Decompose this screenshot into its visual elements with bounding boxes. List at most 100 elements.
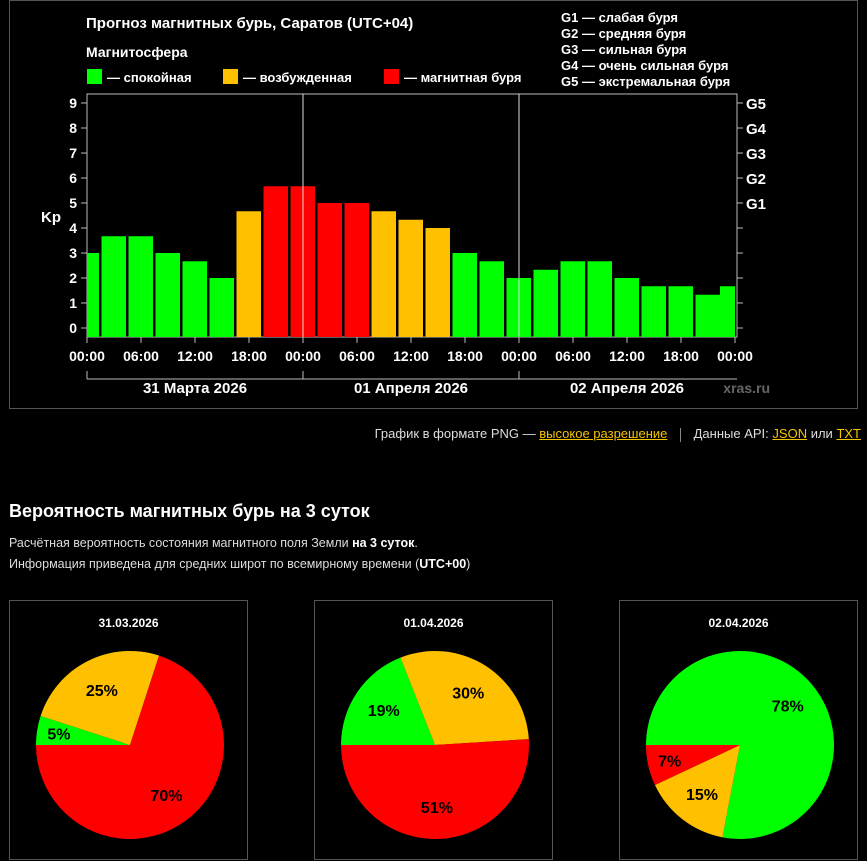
y-tick-label: 9 [69, 95, 77, 111]
pie-date: 02.04.2026 [708, 616, 769, 630]
legend-swatch [384, 69, 399, 84]
kp-bar [155, 253, 180, 337]
pie-slice-label: 30% [452, 686, 484, 703]
y-tick-label: 5 [69, 195, 77, 211]
g-scale-item: G3 — сильная буря [561, 42, 687, 57]
day-label: 31 Марта 2026 [143, 380, 247, 397]
y-tick-label: 6 [69, 170, 77, 186]
y-tick-label: 7 [69, 145, 77, 161]
y-tick-label: 4 [69, 220, 77, 236]
kp-bar [101, 236, 126, 337]
y-axis-label: Kp [41, 209, 61, 226]
description-line-1: Расчётная вероятность состояния магнитно… [9, 536, 418, 550]
pie-card-day-2: 01.04.2026 19% 30% 51% [314, 600, 553, 860]
kp-bar [236, 211, 261, 337]
kp-bar [425, 228, 450, 337]
pie-chart: 19% 30% 51% [341, 651, 529, 839]
pie-slice [341, 657, 435, 745]
divider [680, 427, 681, 442]
kp-bar [533, 269, 558, 337]
kp-bar [209, 278, 234, 337]
x-tick-label: 06:00 [555, 348, 591, 364]
kp-bar [263, 186, 288, 337]
desc1-bold: на 3 суток [352, 536, 415, 550]
pie-slice [40, 651, 160, 745]
kp-bar [695, 294, 720, 337]
x-tick-label: 12:00 [177, 348, 213, 364]
y-tick-label: 1 [69, 295, 77, 311]
pie-slice [654, 745, 740, 838]
txt-link[interactable]: TXT [836, 426, 861, 441]
pie-slice-label: 19% [368, 703, 400, 720]
legend-label: — возбужденная [243, 70, 352, 85]
y-tick-label: 3 [69, 245, 77, 261]
pie-chart: 78% 15% 7% [646, 651, 834, 839]
kp-bar [128, 236, 153, 337]
y-tick-label: 2 [69, 270, 77, 286]
x-tick-label: 06:00 [339, 348, 375, 364]
desc1-suffix: . [414, 536, 418, 550]
x-tick-label: 12:00 [609, 348, 645, 364]
pie-chart: 5% 25% 70% [35, 651, 224, 839]
kp-bar [344, 203, 369, 337]
pie-slice-label: 25% [86, 683, 118, 700]
pie-slice [400, 651, 529, 745]
pie-date: 01.04.2026 [403, 616, 464, 630]
day-label: 02 Апреля 2026 [570, 380, 684, 397]
x-tick-label: 00:00 [717, 348, 753, 364]
g-scale-item: G4 — очень сильная буря [561, 58, 728, 73]
kp-bar [720, 286, 735, 337]
x-tick-label: 00:00 [501, 348, 537, 364]
pie-card-day-1: 31.03.2026 5% 25% 70% [9, 600, 248, 860]
day-label: 01 Апреля 2026 [354, 380, 468, 397]
pie-slice-label: 7% [658, 754, 681, 771]
x-tick-label: 18:00 [663, 348, 699, 364]
pie-card-day-3: 02.04.2026 78% 15% 7% [619, 600, 858, 860]
watermark: xras.ru [723, 380, 770, 396]
description-line-2: Информация приведена для средних широт п… [9, 557, 470, 571]
desc1-prefix: Расчётная вероятность состояния магнитно… [9, 536, 349, 550]
pie-slice [646, 745, 740, 786]
pie-slice-label: 5% [47, 727, 70, 744]
download-links: График в формате PNG — высокое разрешени… [375, 426, 861, 442]
api-prefix: Данные API: [693, 426, 769, 441]
g-level-label: G2 [746, 171, 766, 188]
g-scale-item: G5 — экстремальная буря [561, 74, 730, 89]
g-level-label: G1 [746, 196, 766, 213]
legend-title: Магнитосфера [86, 44, 188, 60]
kp-bar [641, 286, 666, 337]
desc2-prefix: Информация приведена для средних широт п… [9, 557, 420, 571]
g-scale-item: G2 — средняя буря [561, 26, 686, 41]
legend-swatch [87, 69, 102, 84]
pie-slice [36, 715, 130, 745]
kp-bar [614, 278, 639, 337]
pie-slice-label: 70% [150, 788, 182, 805]
legend-swatch [223, 69, 238, 84]
png-prefix: График в формате PNG — [374, 426, 536, 441]
or-text: или [810, 426, 833, 441]
x-tick-label: 00:00 [285, 348, 321, 364]
chart-title: Прогноз магнитных бурь, Саратов (UTC+04) [86, 15, 413, 32]
kp-bar [560, 261, 585, 337]
desc2-suffix: ) [466, 557, 471, 571]
kp-bar [398, 219, 423, 337]
legend-label: — спокойная [107, 70, 192, 85]
kp-forecast-chart: Прогноз магнитных бурь, Саратов (UTC+04)… [41, 10, 770, 397]
y-tick-label: 0 [69, 320, 77, 336]
kp-forecast-panel: Прогноз магнитных бурь, Саратов (UTC+04)… [9, 0, 858, 409]
pie-slice [341, 739, 529, 839]
kp-bar [317, 203, 342, 337]
g-level-label: G5 [746, 96, 766, 113]
pie-date: 31.03.2026 [98, 616, 159, 630]
section-title: Вероятность магнитных бурь на 3 суток [9, 501, 370, 521]
x-tick-label: 00:00 [69, 348, 105, 364]
json-link[interactable]: JSON [772, 426, 808, 441]
kp-bar [452, 253, 477, 337]
x-tick-label: 06:00 [123, 348, 159, 364]
kp-bar [182, 261, 207, 337]
x-tick-label: 18:00 [231, 348, 267, 364]
y-tick-label: 8 [69, 120, 77, 136]
png-hires-link[interactable]: высокое разрешение [539, 426, 668, 441]
pie-slice [35, 655, 224, 839]
kp-bar [668, 286, 693, 337]
